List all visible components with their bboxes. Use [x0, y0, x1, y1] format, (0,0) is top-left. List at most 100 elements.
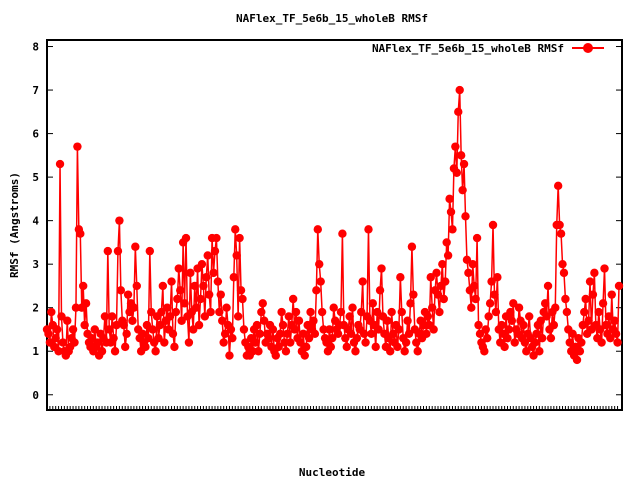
data-point: [317, 307, 327, 317]
data-point: [455, 85, 464, 95]
data-point: [394, 325, 404, 334]
data-point: [578, 320, 587, 330]
data-point: [54, 347, 63, 356]
data-point: [300, 351, 309, 360]
data-point: [186, 268, 195, 278]
data-point: [116, 286, 126, 295]
data-point: [284, 312, 294, 321]
data-point: [176, 286, 185, 295]
data-point: [100, 312, 110, 321]
data-point: [87, 333, 97, 343]
data-point: [274, 342, 283, 352]
data-point: [248, 347, 257, 356]
data-point: [500, 342, 509, 352]
data-point: [154, 333, 163, 343]
data-point: [581, 294, 590, 304]
data-point: [90, 325, 99, 334]
data-point: [352, 333, 362, 343]
data-point: [375, 286, 385, 295]
data-point: [530, 338, 540, 347]
data-point: [442, 238, 451, 247]
data-point: [543, 281, 553, 291]
data-point: [171, 307, 181, 317]
data-point: [122, 329, 131, 339]
data-point: [258, 299, 267, 308]
data-point: [584, 316, 593, 325]
data-point: [445, 194, 454, 204]
data-point: [257, 307, 266, 317]
data-point: [393, 342, 402, 352]
data-point: [216, 290, 225, 299]
data-point: [468, 259, 477, 269]
data-point: [71, 303, 81, 312]
data-point: [575, 347, 585, 356]
data-point: [588, 290, 598, 299]
data-point: [312, 286, 321, 295]
data-point: [351, 347, 360, 356]
data-point: [142, 320, 152, 330]
data-point: [480, 347, 489, 356]
data-point: [346, 329, 356, 339]
data-point: [407, 242, 417, 251]
y-tick-label: 7: [32, 84, 39, 97]
data-point: [472, 233, 482, 243]
data-point: [485, 299, 495, 308]
data-point: [471, 294, 480, 304]
data-point: [231, 225, 240, 234]
data-point: [427, 303, 437, 312]
data-point: [286, 338, 295, 347]
data-point: [520, 338, 530, 347]
data-point: [226, 325, 236, 334]
data-point: [123, 290, 133, 299]
data-point: [233, 312, 243, 321]
data-point: [387, 307, 396, 317]
data-point: [572, 355, 582, 365]
data-point: [404, 329, 414, 339]
data-point: [426, 273, 435, 282]
data-point: [325, 325, 334, 334]
data-point: [177, 316, 186, 325]
data-point: [469, 281, 479, 291]
data-point: [598, 299, 608, 308]
data-point: [464, 268, 473, 278]
data-point: [367, 329, 376, 339]
data-point: [611, 329, 621, 339]
data-point: [313, 225, 322, 234]
data-point: [76, 229, 85, 238]
data-point: [488, 220, 498, 230]
data-point: [590, 268, 599, 278]
data-point: [200, 312, 210, 321]
data-point: [316, 277, 325, 286]
data-point: [503, 333, 512, 343]
data-point: [236, 286, 246, 295]
data-point: [196, 294, 205, 304]
legend: NAFlex_TF_5e6b_15_wholeB RMSf: [372, 42, 604, 55]
data-point: [446, 207, 456, 217]
data-point: [184, 338, 194, 347]
data-point: [238, 294, 247, 304]
data-point: [606, 333, 615, 343]
data-point: [204, 290, 214, 299]
y-tick-label: 2: [32, 302, 39, 315]
data-point: [197, 259, 207, 269]
data-point: [372, 307, 382, 317]
data-point: [441, 277, 450, 286]
data-point: [103, 246, 113, 256]
data-point: [260, 316, 269, 325]
data-point: [342, 342, 351, 352]
data-point: [595, 325, 605, 334]
data-point: [138, 329, 147, 339]
data-point: [180, 299, 189, 308]
data-point: [174, 264, 183, 273]
data-point: [190, 281, 199, 291]
data-point: [47, 307, 56, 317]
data-point: [254, 347, 263, 356]
data-point: [383, 316, 392, 325]
data-point: [542, 312, 551, 321]
data-point: [504, 325, 514, 334]
data-point: [141, 342, 150, 352]
series-group: [42, 85, 624, 365]
data-point: [553, 181, 563, 191]
data-point: [364, 225, 373, 234]
